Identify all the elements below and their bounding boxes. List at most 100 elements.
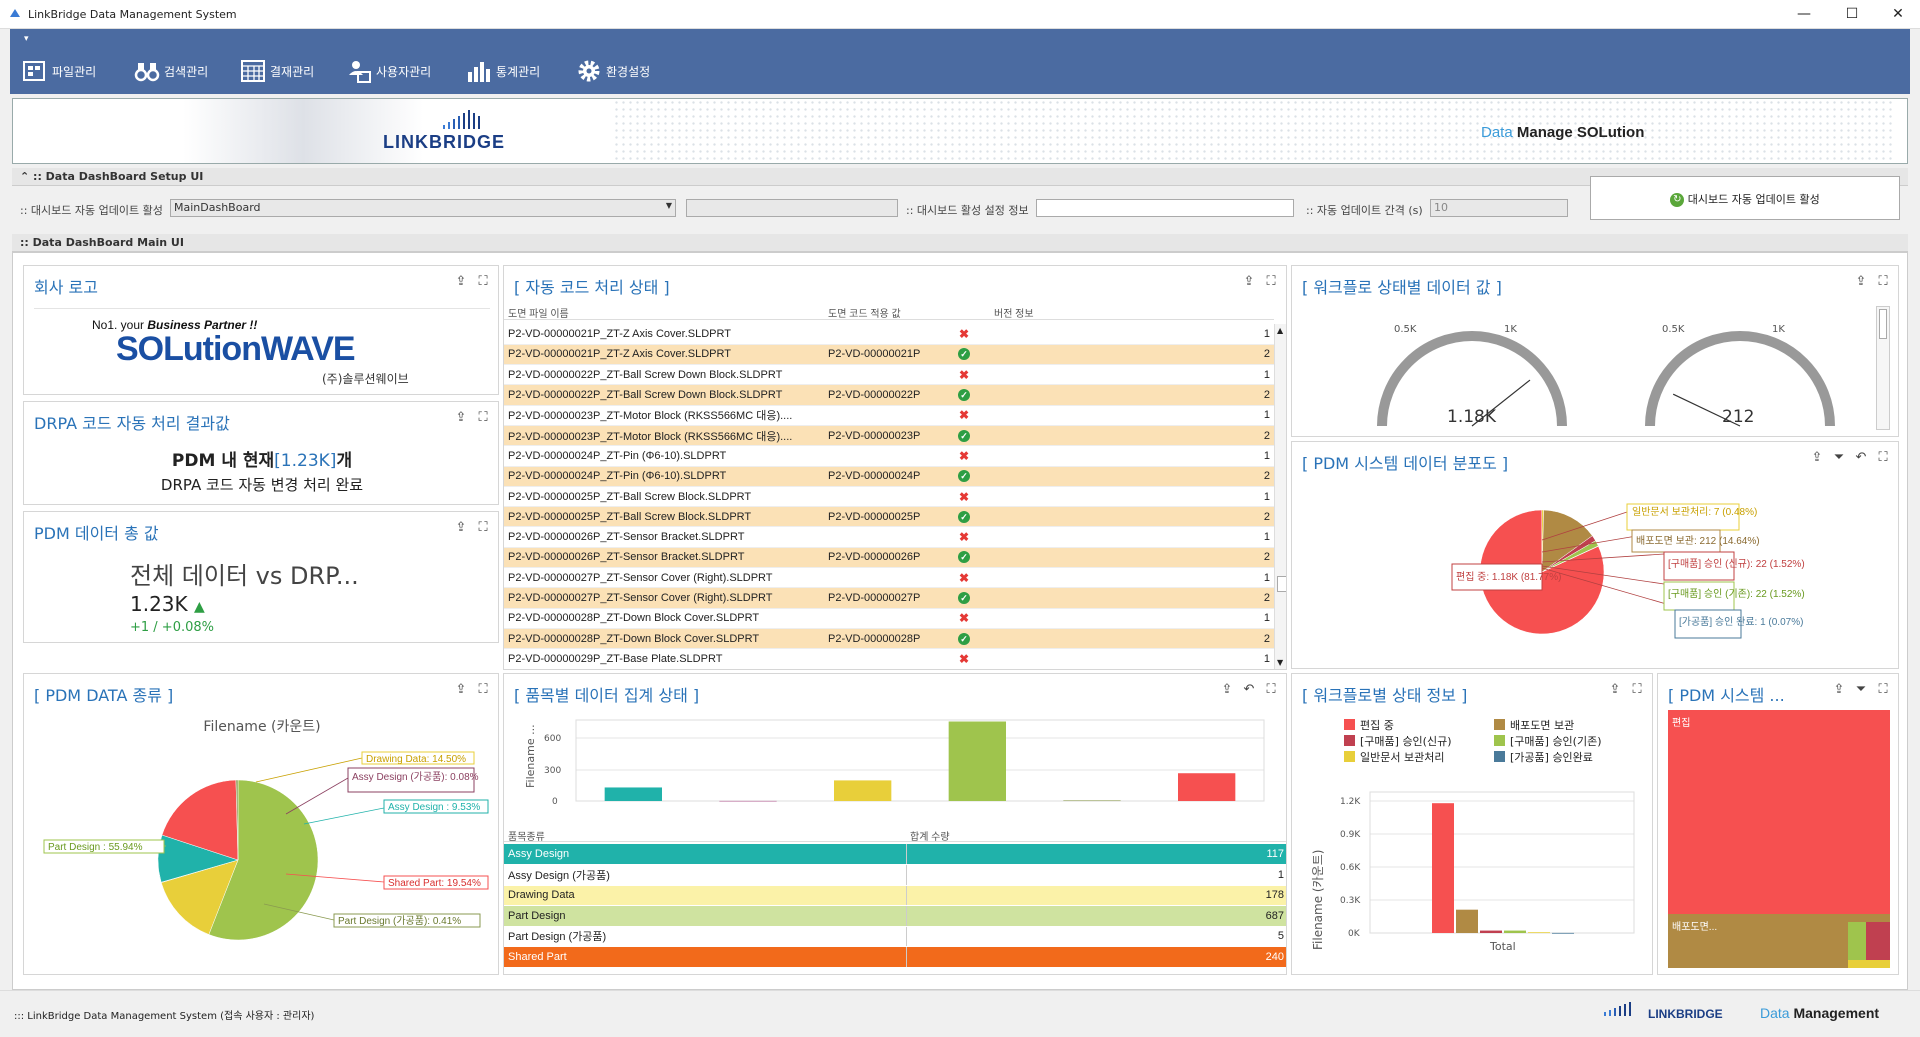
- maximize-icon[interactable]: ⛶: [478, 274, 488, 289]
- table-row[interactable]: Shared Part 240: [504, 946, 1286, 968]
- bar-4[interactable]: [1063, 800, 1121, 802]
- maximize-icon[interactable]: ⛶: [478, 410, 488, 425]
- col-header-code[interactable]: 도면 코드 적용 값: [828, 309, 901, 320]
- treemap-cell-purchase-new[interactable]: [1866, 922, 1890, 960]
- ribbon-file-manage-button[interactable]: 파일관리: [22, 57, 96, 85]
- table-row[interactable]: Assy Design (가공품) 1: [504, 864, 1286, 886]
- table-row[interactable]: Assy Design 117: [504, 844, 1286, 865]
- ribbon-settings-button[interactable]: 환경설정: [576, 57, 650, 85]
- col-header-filename[interactable]: 도면 파일 이름: [508, 309, 569, 320]
- table-row[interactable]: P2-VD-00000027P_ZT-Sensor Cover (Right).…: [504, 587, 1274, 609]
- table-row[interactable]: P2-VD-00000022P_ZT-Ball Screw Down Block…: [504, 364, 1274, 386]
- treemap-cell-general-doc[interactable]: [1848, 960, 1890, 968]
- undo-icon[interactable]: ↶: [1243, 682, 1255, 697]
- export-icon[interactable]: ⇪: [455, 410, 467, 425]
- maximize-icon[interactable]: ⛶: [1266, 682, 1276, 697]
- legend-item[interactable]: 일반문서 보관처리: [1344, 750, 1494, 766]
- bar-1[interactable]: [719, 800, 777, 802]
- quick-access-arrow-icon[interactable]: ▾: [24, 34, 29, 44]
- pie-slice-1[interactable]: [160, 859, 239, 935]
- table-row[interactable]: P2-VD-00000022P_ZT-Ball Screw Down Block…: [504, 384, 1274, 406]
- minimize-button[interactable]: —: [1797, 6, 1811, 22]
- export-icon[interactable]: ⇪: [1833, 682, 1845, 697]
- table-row[interactable]: P2-VD-00000028P_ZT-Down Block Cover.SLDP…: [504, 608, 1274, 629]
- treemap-cell-purchase-existing[interactable]: [1848, 922, 1866, 960]
- maximize-icon[interactable]: ⛶: [1878, 682, 1888, 697]
- table-row[interactable]: P2-VD-00000021P_ZT-Z Axis Cover.SLDPRT P2…: [504, 344, 1274, 366]
- legend-item[interactable]: [구매품] 승인(신규): [1344, 734, 1494, 750]
- scroll-thumb[interactable]: [1879, 309, 1887, 339]
- table-row[interactable]: Part Design 687: [504, 905, 1286, 927]
- export-icon[interactable]: ⇪: [455, 520, 467, 535]
- dashboard-select[interactable]: MainDashBoard ▼: [170, 199, 676, 217]
- legend-item[interactable]: [구매품] 승인(기존): [1494, 734, 1644, 750]
- ribbon-user-manage-button[interactable]: 사용자관리: [346, 57, 431, 85]
- col-header-version[interactable]: 버전 정보: [994, 309, 1034, 320]
- interval-input[interactable]: 10: [1430, 199, 1568, 217]
- table-row[interactable]: Drawing Data 178: [504, 885, 1286, 906]
- table-row[interactable]: P2-VD-00000026P_ZT-Sensor Bracket.SLDPRT…: [504, 526, 1274, 548]
- pie-slice-5[interactable]: [1541, 545, 1599, 573]
- ribbon-search-manage-button[interactable]: 검색관리: [134, 57, 208, 85]
- pie-slice-2[interactable]: [1541, 509, 1593, 573]
- bar-3[interactable]: [1504, 930, 1526, 933]
- bar-0[interactable]: [604, 787, 662, 801]
- legend-item[interactable]: 편집 중: [1344, 718, 1494, 734]
- maximize-icon[interactable]: ⛶: [1878, 450, 1888, 465]
- table-scrollbar[interactable]: ▲ ▼: [1274, 324, 1286, 669]
- table-row[interactable]: P2-VD-00000023P_ZT-Motor Block (RKSS566M…: [504, 405, 1274, 426]
- bar-0[interactable]: [1432, 803, 1454, 933]
- bar-3[interactable]: [948, 721, 1006, 801]
- undo-icon[interactable]: ↶: [1855, 450, 1867, 465]
- maximize-icon[interactable]: ⛶: [478, 682, 488, 697]
- bar-1[interactable]: [1456, 909, 1478, 933]
- table-row[interactable]: P2-VD-00000026P_ZT-Sensor Bracket.SLDPRT…: [504, 547, 1274, 569]
- bar-4[interactable]: [1528, 932, 1550, 934]
- setup-section-header[interactable]: ⌃ :: Data DashBoard Setup UI: [12, 168, 1908, 186]
- maximize-icon[interactable]: ⛶: [1632, 682, 1642, 697]
- activate-auto-update-button[interactable]: ↻ 대시보드 자동 업데이트 활성: [1590, 176, 1900, 220]
- table-row[interactable]: P2-VD-00000029P_ZT-Base Plate.SLDPRT ✖ 1: [504, 648, 1274, 669]
- export-icon[interactable]: ⇪: [1243, 274, 1255, 289]
- scroll-down-icon[interactable]: ▼: [1277, 658, 1284, 667]
- scroll-thumb[interactable]: [1277, 576, 1286, 592]
- table-row[interactable]: P2-VD-00000028P_ZT-Down Block Cover.SLDP…: [504, 628, 1274, 650]
- ribbon-approval-manage-button[interactable]: 결재관리: [240, 57, 314, 85]
- export-icon[interactable]: ⇪: [455, 682, 467, 697]
- table-row[interactable]: P2-VD-00000025P_ZT-Ball Screw Block.SLDP…: [504, 486, 1274, 508]
- filter-icon[interactable]: ⏷: [1855, 682, 1867, 697]
- export-icon[interactable]: ⇪: [1221, 682, 1233, 697]
- pie-slice-4[interactable]: [161, 779, 239, 861]
- table-row[interactable]: P2-VD-00000024P_ZT-Pin (Φ6-10).SLDPRT P2-…: [504, 466, 1274, 487]
- export-icon[interactable]: ⇪: [1855, 274, 1867, 289]
- table-row[interactable]: P2-VD-00000024P_ZT-Pin (Φ6-10).SLDPRT ✖ 1: [504, 445, 1274, 467]
- export-icon[interactable]: ⇪: [1811, 450, 1823, 465]
- maximize-button[interactable]: ☐: [1845, 6, 1859, 22]
- table-row[interactable]: P2-VD-00000025P_ZT-Ball Screw Block.SLDP…: [504, 506, 1274, 528]
- bar-2[interactable]: [834, 780, 892, 801]
- pie-slice-0[interactable]: [208, 779, 319, 941]
- maximize-icon[interactable]: ⛶: [1266, 274, 1276, 289]
- table-row[interactable]: P2-VD-00000021P_ZT-Z Axis Cover.SLDPRT ✖ 1: [504, 324, 1274, 345]
- pie-slice-5[interactable]: [235, 779, 239, 861]
- legend-item[interactable]: [가공품] 승인완료: [1494, 750, 1644, 766]
- filter-icon[interactable]: ⏷: [1833, 450, 1845, 465]
- col-header-item-type[interactable]: 품목종류: [508, 832, 545, 843]
- table-row[interactable]: Part Design (가공품) 5: [504, 926, 1286, 947]
- bar-2[interactable]: [1480, 930, 1502, 933]
- bar-5[interactable]: [1552, 932, 1574, 934]
- active-info-input[interactable]: [1036, 199, 1294, 217]
- collapse-icon[interactable]: ⌃: [20, 170, 34, 183]
- legend-item[interactable]: 배포도면 보관: [1494, 718, 1644, 734]
- scroll-up-icon[interactable]: ▲: [1277, 326, 1284, 335]
- ribbon-stats-manage-button[interactable]: 통계관리: [466, 57, 540, 85]
- maximize-icon[interactable]: ⛶: [478, 520, 488, 535]
- col-header-total[interactable]: 합계 수량: [910, 832, 950, 843]
- export-icon[interactable]: ⇪: [1609, 682, 1621, 697]
- table-row[interactable]: P2-VD-00000027P_ZT-Sensor Cover (Right).…: [504, 567, 1274, 589]
- maximize-icon[interactable]: ⛶: [1878, 274, 1888, 289]
- close-button[interactable]: ✕: [1892, 6, 1904, 22]
- export-icon[interactable]: ⇪: [455, 274, 467, 289]
- table-row[interactable]: P2-VD-00000023P_ZT-Motor Block (RKSS566M…: [504, 425, 1274, 447]
- gauge-scrollbar[interactable]: [1876, 306, 1890, 430]
